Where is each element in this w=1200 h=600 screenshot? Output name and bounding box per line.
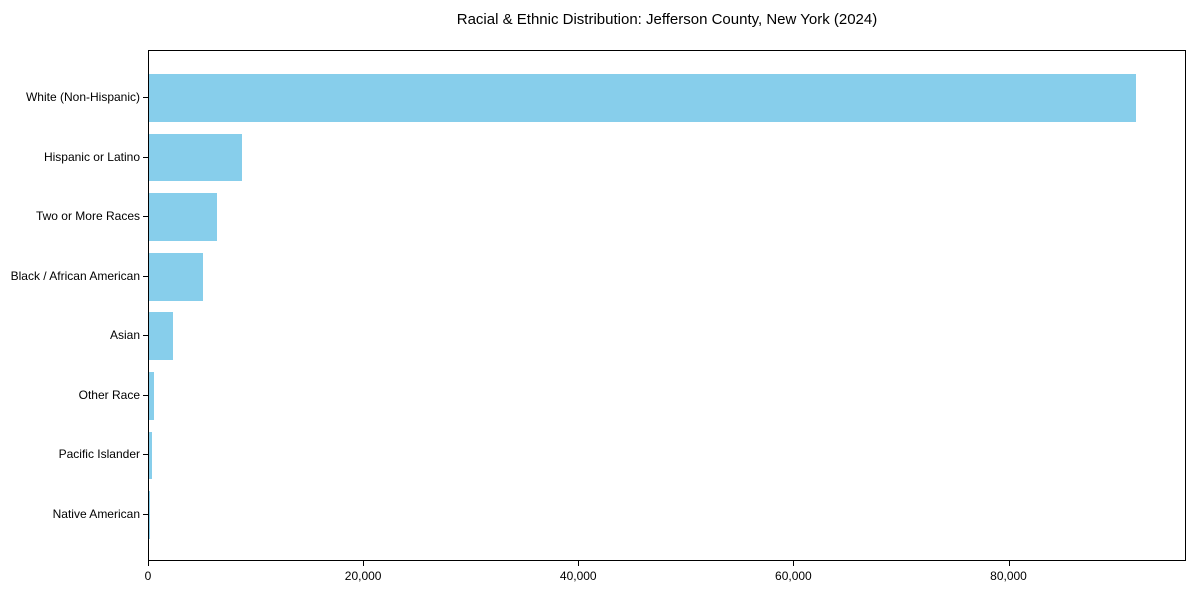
y-tick-mark [143,216,148,218]
bar-hispanic-or-latino [149,133,242,182]
x-tick-label: 80,000 [990,569,1027,583]
x-tick-mark [1008,561,1010,566]
x-tick-label: 0 [144,569,152,583]
x-tick-label: 60,000 [775,569,812,583]
plot-area [148,50,1186,561]
bar-native-american [149,491,150,539]
bar-white-non-hispanic [149,74,1137,122]
x-tick-label: 20,000 [344,569,382,583]
y-tick-mark [143,97,148,99]
y-tick-mark [143,513,148,515]
y-tick-mark [143,275,148,277]
bar-black-african-american [149,252,203,301]
y-tick-label: Black / African American [10,268,140,283]
bar-asian [149,312,173,361]
x-tick-mark [578,561,580,566]
x-tick-mark [363,561,365,566]
bar-other-race [149,372,154,420]
bar-two-or-more-races [149,193,217,241]
chart-title: Racial & Ethnic Distribution: Jefferson … [456,11,878,28]
x-tick-mark [793,561,795,566]
y-tick-label: Other Race [78,387,140,402]
y-tick-label: White (Non-Hispanic) [25,90,140,105]
x-tick-label: 40,000 [559,569,597,583]
y-tick-label: Asian [109,328,140,343]
y-tick-label: Two or More Races [35,209,140,224]
y-tick-mark [143,454,148,456]
y-tick-label: Pacific Islander [58,447,140,462]
y-tick-label: Native American [52,506,140,521]
bar-pacific-islander [149,431,153,480]
y-tick-mark [143,156,148,158]
x-tick-mark [148,561,149,566]
y-tick-label: Hispanic or Latino [43,149,140,164]
y-tick-mark [143,394,148,396]
y-tick-mark [143,335,148,337]
